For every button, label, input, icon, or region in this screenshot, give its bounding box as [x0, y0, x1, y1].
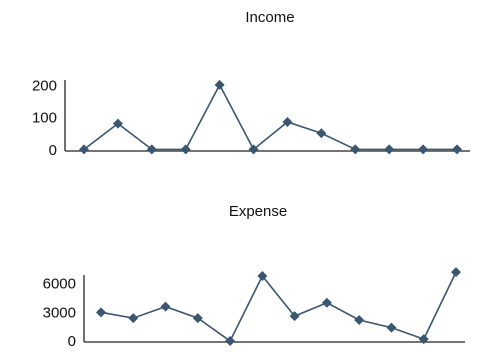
point-marker [418, 144, 429, 155]
y-tick-label: 3000 [43, 304, 76, 321]
point-marker [96, 307, 106, 318]
series-line [83, 83, 457, 151]
point-marker [248, 144, 259, 155]
point-marker [282, 116, 293, 127]
point-marker [112, 118, 123, 129]
point-marker [192, 313, 203, 324]
point-marker [214, 79, 225, 90]
point-marker [128, 313, 139, 324]
series-line [100, 271, 457, 343]
point-marker [451, 267, 461, 278]
chart-title: Expense [229, 203, 287, 220]
point-marker [257, 270, 268, 281]
point-marker [316, 128, 327, 139]
point-marker [386, 322, 397, 333]
point-marker [146, 144, 157, 155]
point-marker [384, 144, 395, 155]
point-marker [354, 314, 365, 325]
point-marker [350, 144, 361, 155]
point-marker [418, 334, 429, 345]
y-tick-label: 200 [32, 77, 57, 94]
chart-title: Income [245, 9, 294, 26]
y-tick-label: 0 [68, 333, 76, 350]
point-marker [160, 301, 171, 312]
point-marker [321, 297, 332, 308]
y-tick-label: 0 [49, 142, 57, 159]
point-marker [452, 144, 462, 155]
y-tick-label: 6000 [43, 276, 76, 293]
point-marker [79, 144, 89, 155]
point-marker [180, 144, 191, 155]
point-marker [225, 336, 236, 347]
point-marker [289, 311, 300, 322]
y-tick-label: 100 [32, 110, 57, 127]
